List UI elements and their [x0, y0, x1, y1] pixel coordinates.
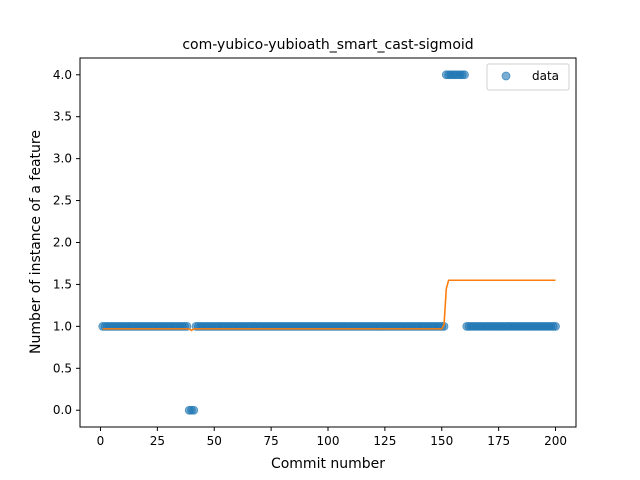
y-tick-label: 1.5 [53, 277, 72, 291]
legend-marker-data [501, 71, 511, 81]
y-tick-label: 2.0 [53, 236, 72, 250]
data-point [189, 405, 199, 415]
legend-label-data: data [532, 69, 559, 83]
x-tick-label: 200 [544, 434, 567, 448]
x-tick-label: 175 [487, 434, 510, 448]
y-tick-label: 2.5 [53, 194, 72, 208]
legend-box [486, 63, 570, 91]
x-tick-label: 125 [373, 434, 396, 448]
x-tick-label: 50 [207, 434, 222, 448]
fit-line [102, 279, 556, 332]
data-point [551, 321, 560, 331]
x-tick-label: 150 [430, 434, 453, 448]
x-tick-label: 25 [150, 434, 165, 448]
y-tick-label: 3.5 [53, 110, 72, 124]
legend: data [486, 63, 570, 91]
x-tick-label: 0 [97, 434, 105, 448]
x-axis-title: Commit number [271, 456, 385, 472]
plot-frame [79, 57, 577, 428]
x-tick-label: 75 [263, 434, 278, 448]
y-axis-title: Number of instance of a feature [28, 130, 44, 354]
y-tick-label: 4.0 [53, 68, 72, 82]
y-tick-label: 0.0 [53, 403, 72, 417]
y-tick-label: 3.0 [53, 152, 72, 166]
chart-title: com-yubico-yubioath_smart_cast-sigmoid [182, 37, 473, 53]
y-tick-label: 1.0 [53, 319, 72, 333]
y-tick-label: 0.5 [53, 361, 72, 375]
plot-layer [98, 70, 560, 415]
axes-layer: 0 25 50 75 100 125 150 175 200 0.0 0.5 1.0 1.5 2.0 2.5… [53, 68, 567, 448]
x-tick-label: 100 [317, 434, 340, 448]
data-point [460, 70, 469, 80]
